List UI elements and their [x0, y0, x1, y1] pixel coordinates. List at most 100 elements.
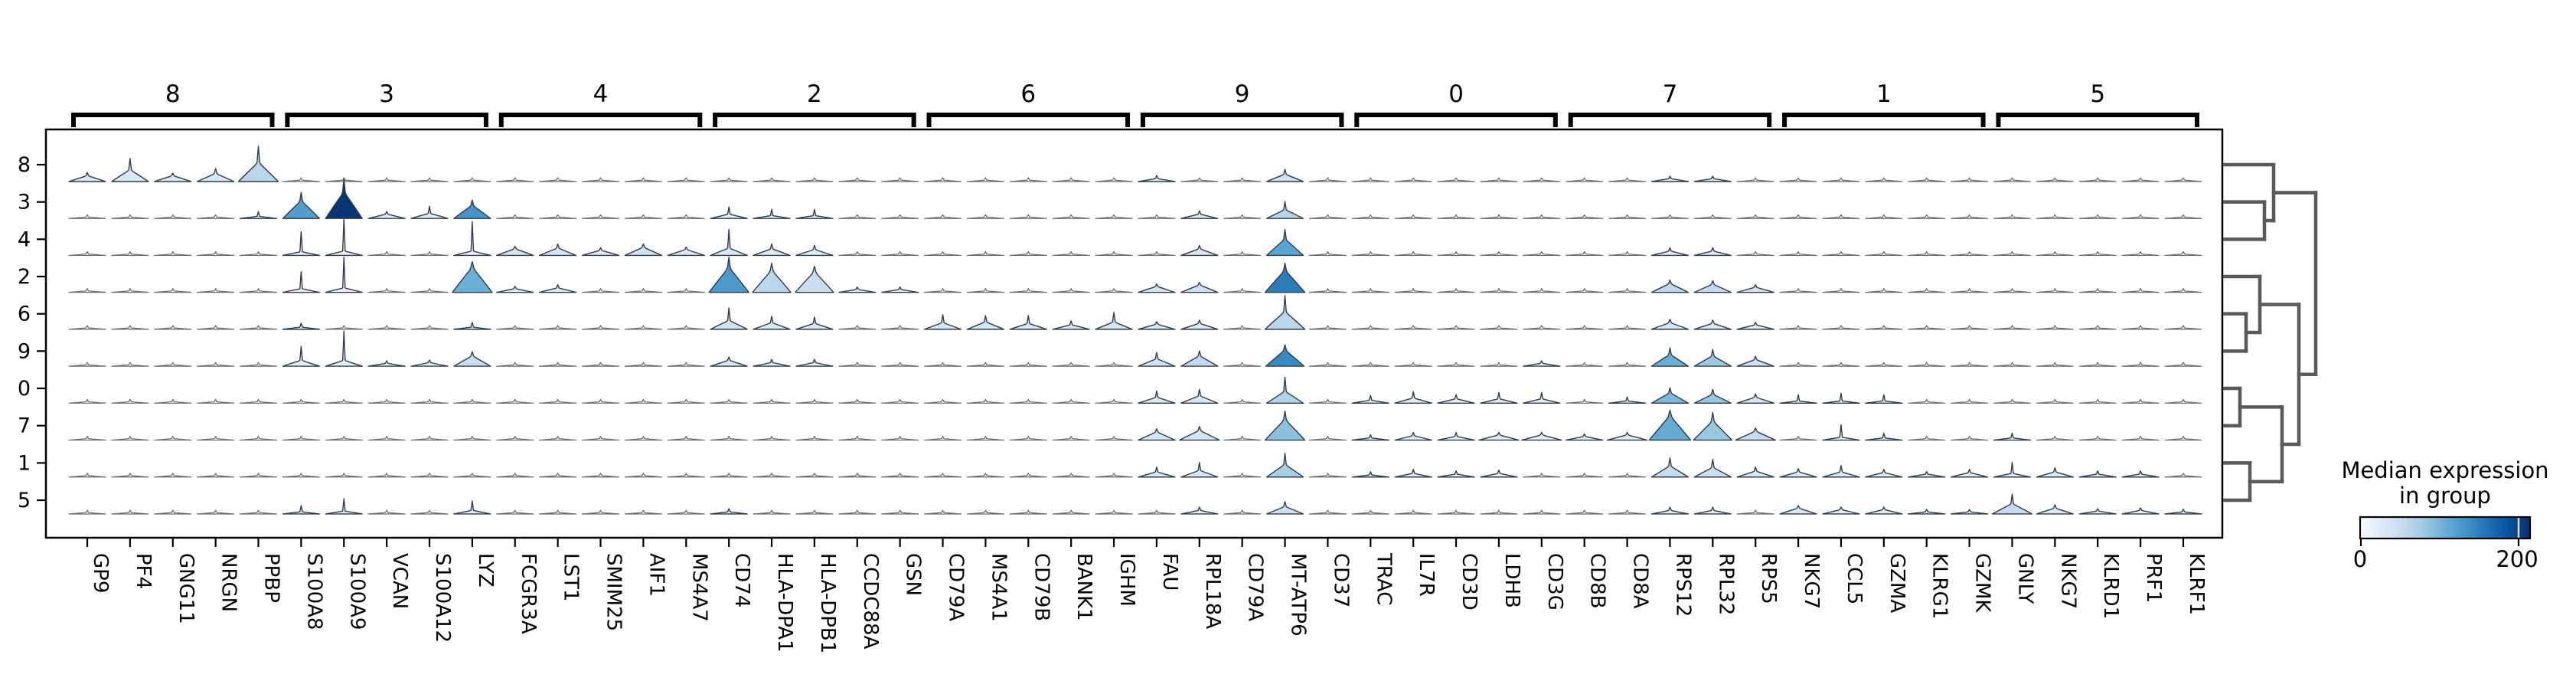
violin-cell-8-IL7R — [1394, 177, 1432, 182]
violin-cell-5-KLRF1 — [2164, 509, 2202, 515]
violin-cell-6-NKG7 — [1779, 325, 1817, 330]
violin-cell-7-GZMK — [1950, 435, 1989, 441]
violin-cell-0-FAU — [1138, 390, 1176, 404]
gene-group-bracket-5: 5 — [1996, 80, 2199, 127]
violin-cell-0-GNLY — [1993, 398, 2032, 404]
violin-cell-7-CD74 — [710, 435, 748, 441]
violin-cell-4-MS4A7 — [667, 246, 705, 257]
violin-cell-7-RPS12 — [1648, 409, 1692, 441]
x-tick-label-NRGN: NRGN — [217, 553, 240, 612]
violin-cell-8-GP9 — [68, 172, 106, 182]
violin-cell-0-CD74 — [710, 398, 748, 404]
violin-cell-7-NKG7 — [1779, 435, 1817, 441]
violin-cell-5-GNLY — [1991, 493, 2033, 515]
violin-row-4 — [68, 218, 2202, 257]
violin-cell-0-S100A12 — [410, 398, 449, 404]
violin-cell-1-CD79A — [923, 473, 962, 478]
violin-cell-9-S100A9 — [325, 330, 363, 367]
violin-cell-4-GP9 — [68, 250, 106, 257]
violin-cell-0-NRGN — [197, 398, 235, 404]
violin-cell-7-MS4A7 — [667, 435, 705, 441]
violin-row-9 — [68, 330, 2202, 367]
violin-cell-3-S100A8 — [282, 192, 321, 219]
violin-cell-9-KLRD1 — [2078, 362, 2117, 367]
violin-cell-9-CD8B — [1566, 362, 1604, 367]
violin-cell-4-CCL5 — [1822, 250, 1860, 257]
violin-cell-6-KLRD1 — [2078, 325, 2117, 330]
violin-cell-5-IGHM — [1095, 509, 1133, 515]
violin-cell-8-RPS12 — [1650, 175, 1690, 182]
violin-cell-2-RPS12 — [1650, 279, 1690, 293]
x-tick-label-MS4A7: MS4A7 — [687, 553, 710, 622]
violin-cell-6-PRF1 — [2121, 325, 2160, 330]
violin-cell-2-KLRF1 — [2164, 288, 2202, 293]
violin-cell-8-S100A12 — [410, 177, 449, 182]
violin-cell-1-S100A12 — [410, 473, 449, 478]
violin-cell-9-GNG11 — [154, 362, 192, 367]
violin-cell-1-LDHB — [1480, 470, 1518, 478]
violin-cell-9-MS4A1 — [966, 362, 1005, 367]
violin-cell-3-MS4A1 — [966, 214, 1005, 219]
violin-cell-8-MT-ATP6 — [1265, 169, 1304, 182]
violin-cell-1-GZMK — [1950, 469, 1989, 478]
gene-group-bracket-4: 4 — [498, 80, 703, 127]
violin-cell-6-S100A9 — [325, 325, 363, 330]
violin-cell-5-HLA-DPB1 — [795, 509, 834, 515]
violin-cell-4-CD8B — [1566, 250, 1604, 257]
x-tick-label-GZMK: GZMK — [1971, 553, 1994, 613]
violin-cell-1-FAU — [1138, 466, 1176, 478]
violin-cell-6-TRAC — [1351, 325, 1389, 330]
violin-cell-7-CD3G — [1521, 431, 1562, 441]
violin-cell-8-NKG7 — [1779, 177, 1817, 182]
violin-cell-2-NKG7 — [1779, 288, 1817, 293]
colorbar-tick-min: 0 — [2352, 546, 2368, 572]
violin-cell-1-GNG11 — [154, 473, 192, 478]
violin-cell-4-AIF1 — [624, 243, 663, 257]
violin-cell-0-CD79B — [1009, 398, 1047, 404]
violin-cell-8-GNG11 — [154, 172, 192, 182]
violin-cell-1-RPS5 — [1736, 466, 1774, 478]
violin-cell-6-MS4A7 — [667, 325, 705, 330]
violin-cell-7-FAU — [1138, 427, 1176, 441]
violin-cell-7-AIF1 — [624, 435, 663, 441]
x-tick-label-GZMA: GZMA — [1885, 553, 1908, 613]
violin-cell-0-KLRF1 — [2164, 398, 2202, 404]
violin-cell-0-RPL18A — [1180, 388, 1219, 404]
violin-cell-0-S100A9 — [325, 398, 363, 404]
gene-group-bracket-1: 1 — [1782, 80, 1986, 127]
x-tick-label-CCL5: CCL5 — [1843, 553, 1866, 604]
violin-cell-6-GSN — [881, 325, 919, 330]
x-tick-label-CD74: CD74 — [730, 553, 753, 607]
violin-cell-7-FCGR3A — [496, 435, 534, 441]
violin-cell-1-CCDC88A — [838, 473, 877, 478]
violin-cell-4-FCGR3A — [496, 245, 534, 257]
violin-cell-4-CCDC88A — [838, 250, 877, 257]
x-tick-label-GSN: GSN — [902, 553, 925, 596]
violin-cell-1-NKG7 — [1779, 468, 1817, 478]
violin-cell-4-GNG11 — [154, 250, 192, 257]
y-tick-label-3: 3 — [18, 191, 31, 214]
violin-cell-1-PPBP — [239, 473, 278, 478]
x-tick-label-PF4: PF4 — [132, 553, 155, 589]
violin-cell-9-IGHM — [1095, 362, 1133, 367]
violin-cell-1-BANK1 — [1052, 473, 1090, 478]
violin-cell-9-PPBP — [239, 362, 278, 367]
violin-cell-3-GZMK — [1950, 214, 1989, 219]
x-tick-label-CD79A: CD79A — [1244, 553, 1267, 621]
violin-cell-7-CD37 — [1308, 435, 1347, 441]
violin-cell-6-RPL32 — [1693, 319, 1732, 330]
violin-cell-8-NRGN — [196, 168, 235, 182]
violin-cell-6-CD79B — [1009, 315, 1047, 330]
violin-cell-0-PF4 — [111, 398, 149, 404]
violin-cell-8-KLRF1 — [2164, 177, 2202, 182]
violin-cell-9-IL7R — [1394, 362, 1432, 367]
violin-cell-1-S100A8 — [282, 473, 320, 478]
violin-cell-9-GP9 — [68, 362, 106, 367]
violin-cell-2-GNG11 — [154, 288, 192, 293]
violin-cell-3-NRGN — [197, 214, 235, 219]
violin-cell-2-CD8B — [1566, 288, 1604, 293]
violin-cell-3-NKG7 — [2036, 214, 2074, 219]
violin-cell-9-CD79A — [923, 362, 962, 367]
violin-cell-9-KLRG1 — [1908, 362, 1946, 367]
violin-cell-7-CD3D — [1437, 431, 1475, 441]
